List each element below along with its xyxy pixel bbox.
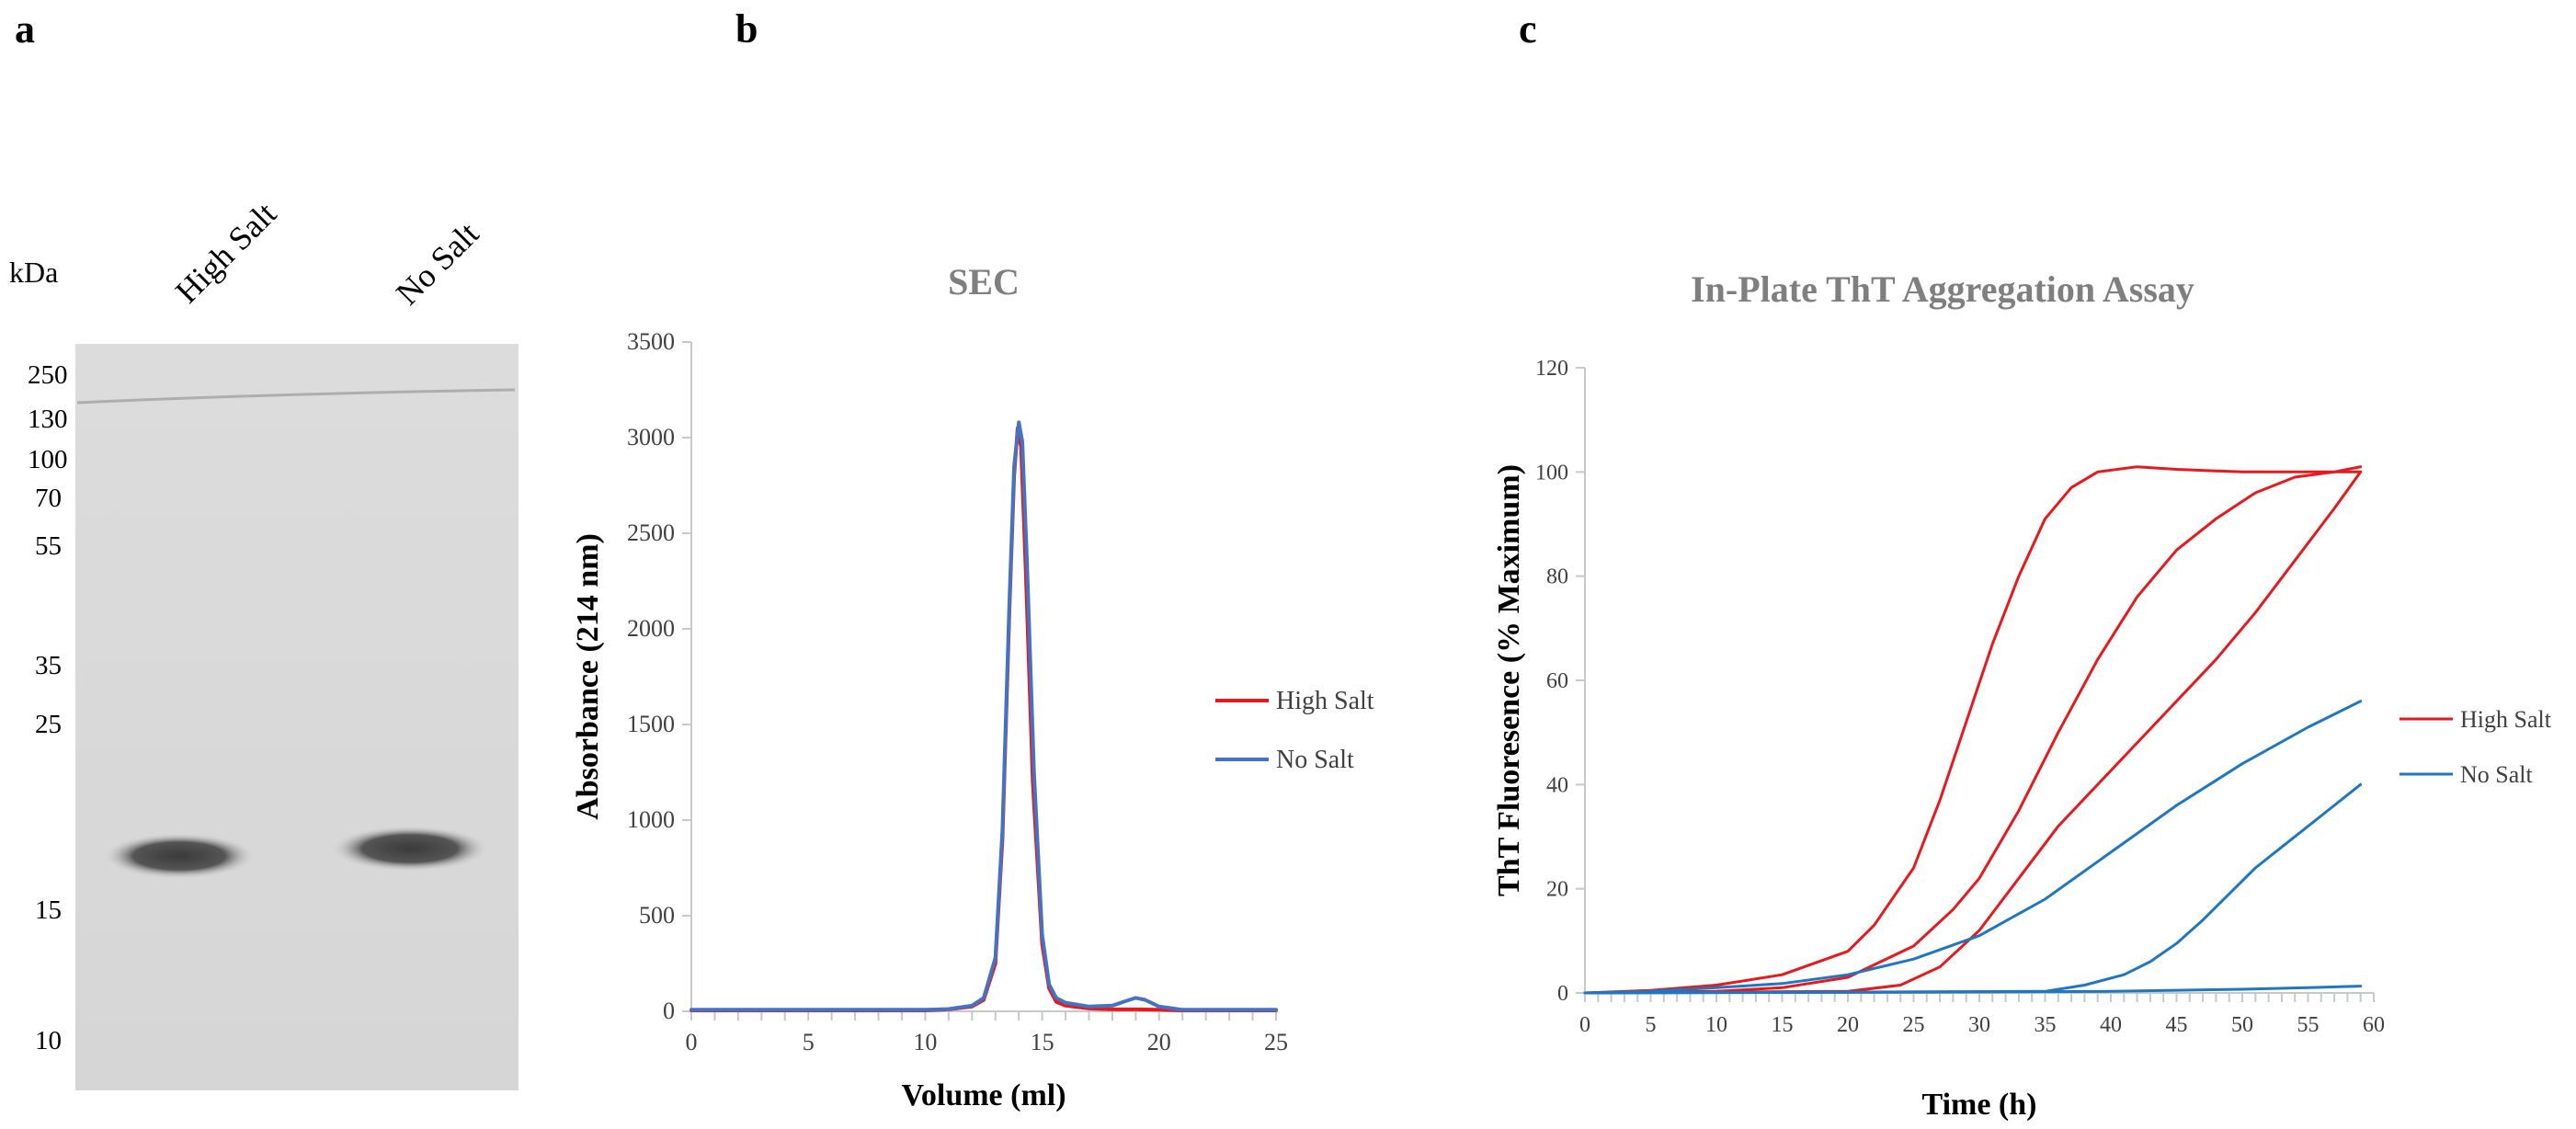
y-tick-label: 20 (1546, 878, 1568, 902)
gel-band-high-salt (103, 833, 256, 879)
x-tick-label: 55 (2297, 1013, 2320, 1037)
legend-label-no-salt: No Salt (2460, 761, 2534, 788)
x-tick-label: 15 (1772, 1013, 1794, 1037)
x-tick-label: 40 (2100, 1013, 2122, 1037)
x-axis-title: Time (h) (1922, 1088, 2037, 1122)
series-line-no-salt-4 (1583, 700, 2363, 995)
x-tick-label: 30 (1968, 1013, 1990, 1037)
x-tick-label: 20 (1147, 1029, 1171, 1055)
x-tick-label: 0 (686, 1029, 698, 1055)
x-tick-label: 20 (1837, 1013, 1859, 1037)
x-tick-label: 5 (1646, 1013, 1657, 1037)
panel-label-a: a (15, 6, 35, 51)
x-tick-label: 50 (2231, 1013, 2253, 1037)
series-line-no-salt-5 (1583, 782, 2363, 995)
x-tick-label: 25 (1264, 1029, 1288, 1055)
y-axis-title: ThT Fluoresence (% Maximum) (1492, 464, 1526, 896)
kda-label: kDa (9, 256, 59, 289)
chart-title: SEC (948, 261, 1020, 302)
y-tick-label: 0 (1557, 982, 1568, 1006)
marker-100: 100 (28, 445, 68, 474)
x-tick-label: 35 (2035, 1013, 2057, 1037)
series-line-high-salt-3 (1583, 470, 2363, 995)
legend-label-no-salt: No Salt (1276, 746, 1354, 774)
gel-image (75, 344, 519, 1090)
gel-well-line (76, 388, 516, 405)
x-tick-label: 15 (1031, 1029, 1054, 1055)
panel-label-b: b (735, 6, 758, 51)
marker-15: 15 (35, 895, 62, 925)
marker-35: 35 (35, 651, 62, 680)
x-tick-label: 45 (2166, 1013, 2188, 1037)
y-tick-label: 0 (663, 998, 675, 1024)
series-line-high-salt-1 (690, 426, 1278, 1012)
sec-chart: SEC 0 500 1000 1500 2000 2500 3000 3500 0 5 10 15 20 2… (571, 261, 1374, 1112)
marker-10: 10 (35, 1026, 62, 1055)
y-axis-title: Absorbance (214 nm) (571, 533, 605, 820)
x-tick-label: 10 (913, 1029, 937, 1055)
y-tick-label: 500 (639, 902, 675, 929)
x-tick-label: 25 (1903, 1013, 1925, 1037)
series-line-no-salt-2 (690, 420, 1278, 1012)
gel-background (75, 344, 519, 1090)
x-tick-label: 10 (1705, 1013, 1727, 1037)
x-tick-label: 60 (2363, 1013, 2385, 1037)
legend-label-high-salt: High Salt (1276, 687, 1374, 715)
y-tick-label: 2500 (627, 519, 675, 546)
y-tick-label: 40 (1546, 773, 1568, 797)
y-tick-label: 1000 (627, 806, 675, 833)
marker-70: 70 (35, 484, 62, 513)
legend-label-high-salt: High Salt (2460, 706, 2552, 733)
tht-chart: In-Plate ThT Aggregation Assay 0 20 40 60 80 1… (1492, 268, 2552, 1122)
series-line-high-salt-1 (1583, 465, 2363, 995)
marker-25: 25 (35, 710, 62, 739)
y-tick-label: 100 (1535, 461, 1568, 485)
y-tick-label: 60 (1546, 669, 1568, 693)
gel-band-no-salt (331, 826, 489, 872)
y-tick-label: 3500 (627, 328, 675, 355)
series-line-no-salt-6 (1583, 985, 2363, 995)
y-tick-label: 1500 (627, 711, 675, 737)
marker-130: 130 (28, 405, 68, 434)
series-line-high-salt-2 (1583, 465, 2363, 995)
panel-label-c: c (1519, 6, 1537, 51)
y-tick-label: 2000 (627, 615, 675, 642)
y-tick-label: 3000 (627, 424, 675, 450)
chart-title: In-Plate ThT Aggregation Assay (1691, 268, 2194, 310)
y-tick-label: 120 (1535, 357, 1568, 381)
x-tick-label: 0 (1579, 1013, 1590, 1037)
x-tick-label: 5 (803, 1029, 815, 1055)
marker-250: 250 (28, 360, 68, 390)
marker-55: 55 (35, 531, 62, 561)
x-axis-title: Volume (ml) (901, 1078, 1066, 1112)
gel-panel: kDa High Salt No Salt 250 130 100 70 55 … (0, 0, 644, 1129)
y-tick-label: 80 (1546, 565, 1568, 589)
